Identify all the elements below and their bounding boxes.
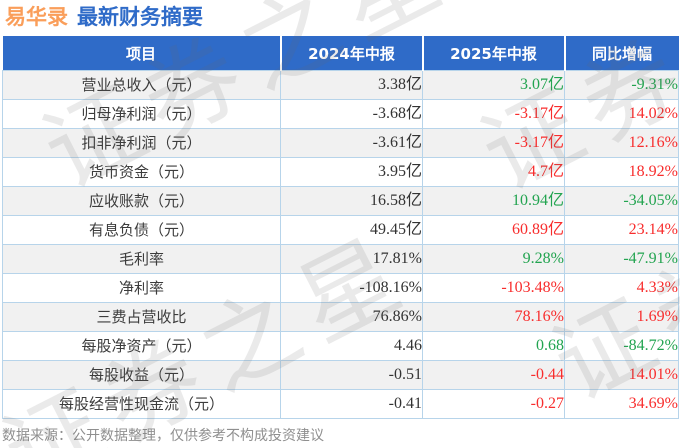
table-row: 每股经营性现金流（元） -0.41 -0.27 34.69% [2, 389, 679, 419]
table-body: 营业总收入（元） 3.38亿 3.07亿 -9.31% 归母净利润（元） -3.68亿 -3… [2, 70, 679, 419]
financial-summary-table: 项目 2024年中报 2025年中报 同比增幅 营业总收入（元） 3.38亿 3.0… [2, 36, 679, 419]
cell-item-label: 营业总收入（元） [2, 70, 281, 100]
cell-yoy-value: 23.14% [564, 215, 679, 245]
table-header: 项目 2024年中报 2025年中报 同比增幅 [2, 36, 679, 71]
cell-2024-value: -3.68亿 [280, 99, 423, 129]
cell-yoy-value: -84.72% [564, 331, 679, 361]
cell-item-label: 每股经营性现金流（元） [2, 389, 281, 419]
cell-2025-value: 0.68 [422, 331, 565, 361]
cell-2024-value: 4.46 [280, 331, 423, 361]
cell-item-label: 归母净利润（元） [2, 99, 281, 129]
cell-2024-value: -0.51 [280, 360, 423, 390]
cell-yoy-value: 34.69% [564, 389, 679, 419]
cell-2024-value: 17.81% [280, 244, 423, 274]
cell-yoy-value: -9.31% [564, 70, 679, 100]
data-source-note: 数据来源：公开数据整理，仅供参考不构成投资建议 [2, 428, 324, 444]
table-row: 归母净利润（元） -3.68亿 -3.17亿 14.02% [2, 99, 679, 129]
cell-yoy-value: 14.01% [564, 360, 679, 390]
cell-2024-value: 16.58亿 [280, 186, 423, 216]
col-header-2025-interim: 2025年中报 [422, 36, 566, 71]
cell-2025-value: -0.44 [422, 360, 565, 390]
cell-item-label: 有息负债（元） [2, 215, 281, 245]
cell-2024-value: -0.41 [280, 389, 423, 419]
table-header-row: 项目 2024年中报 2025年中报 同比增幅 [2, 36, 679, 71]
cell-2024-value: 3.95亿 [280, 157, 423, 187]
cell-2025-value: 10.94亿 [422, 186, 565, 216]
cell-2025-value: -3.17亿 [422, 99, 565, 129]
cell-yoy-value: -34.05% [564, 186, 679, 216]
cell-yoy-value: 4.33% [564, 273, 679, 303]
cell-2024-value: 76.86% [280, 302, 423, 332]
cell-item-label: 净利率 [2, 273, 281, 303]
cell-2024-value: 3.38亿 [280, 70, 423, 100]
table-row: 每股收益（元） -0.51 -0.44 14.01% [2, 360, 679, 390]
table-row: 每股净资产（元） 4.46 0.68 -84.72% [2, 331, 679, 361]
cell-item-label: 三费占营收比 [2, 302, 281, 332]
table-row: 营业总收入（元） 3.38亿 3.07亿 -9.31% [2, 70, 679, 100]
cell-2025-value: 4.7亿 [422, 157, 565, 187]
cell-2025-value: 9.28% [422, 244, 565, 274]
report-title: 最新财务摘要 [77, 5, 203, 29]
cell-item-label: 每股净资产（元） [2, 331, 281, 361]
cell-yoy-value: 12.16% [564, 128, 679, 158]
table-row: 三费占营收比 76.86% 78.16% 1.69% [2, 302, 679, 332]
table-row: 有息负债（元） 49.45亿 60.89亿 23.14% [2, 215, 679, 245]
table-row: 净利率 -108.16% -103.48% 4.33% [2, 273, 679, 303]
cell-item-label: 货币资金（元） [2, 157, 281, 187]
cell-2025-value: 78.16% [422, 302, 565, 332]
cell-yoy-value: 18.92% [564, 157, 679, 187]
cell-2025-value: -103.48% [422, 273, 565, 303]
table-row: 扣非净利润（元） -3.61亿 -3.17亿 12.16% [2, 128, 679, 158]
table-row: 应收账款（元） 16.58亿 10.94亿 -34.05% [2, 186, 679, 216]
cell-yoy-value: 1.69% [564, 302, 679, 332]
cell-yoy-value: -47.91% [564, 244, 679, 274]
cell-2024-value: -3.61亿 [280, 128, 423, 158]
table-row: 毛利率 17.81% 9.28% -47.91% [2, 244, 679, 274]
cell-item-label: 扣非净利润（元） [2, 128, 281, 158]
cell-item-label: 每股收益（元） [2, 360, 281, 390]
cell-2024-value: -108.16% [280, 273, 423, 303]
page-title: 易华录 最新财务摘要 [5, 5, 203, 30]
cell-2025-value: -0.27 [422, 389, 565, 419]
col-header-yoy-change: 同比增幅 [564, 36, 679, 71]
cell-2025-value: 60.89亿 [422, 215, 565, 245]
cell-2025-value: 3.07亿 [422, 70, 565, 100]
cell-item-label: 应收账款（元） [2, 186, 281, 216]
stock-name: 易华录 [5, 5, 68, 29]
col-header-item: 项目 [2, 36, 282, 71]
cell-yoy-value: 14.02% [564, 99, 679, 129]
cell-item-label: 毛利率 [2, 244, 281, 274]
cell-2025-value: -3.17亿 [422, 128, 565, 158]
table-row: 货币资金（元） 3.95亿 4.7亿 18.92% [2, 157, 679, 187]
cell-2024-value: 49.45亿 [280, 215, 423, 245]
col-header-2024-interim: 2024年中报 [280, 36, 424, 71]
